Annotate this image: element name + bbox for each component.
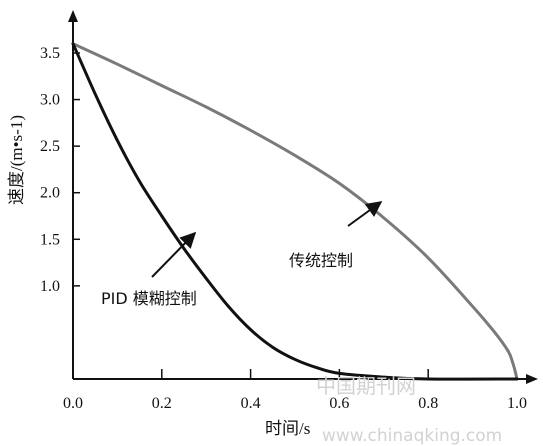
y-axis-arrow-icon [68, 10, 78, 22]
x-tick-label: 1.0 [507, 395, 527, 412]
x-axis-arrow-icon [526, 374, 538, 384]
x-tick-label: 0.4 [241, 395, 261, 412]
watermark: 中国期刊网 www.chinaqking.com [316, 374, 502, 446]
x-tick-label: 0.6 [329, 395, 349, 412]
annotation-arrow [347, 201, 383, 227]
watermark-line1: 中国期刊网 [316, 374, 416, 398]
annotations: 传统控制 PID 模糊控制 [101, 201, 383, 308]
y-tick-label: 3.5 [40, 45, 60, 62]
tick-labels: 0.0 0.2 0.4 0.6 0.8 1.0 1.0 1.5 2.0 2.5 3.0 3.5 [40, 45, 527, 412]
y-axis-title: 速度/(m•s-1) [7, 115, 26, 205]
series-layer [71, 42, 519, 381]
y-tick-label: 2.5 [40, 138, 60, 155]
annotation-arrow [151, 231, 197, 278]
series-line-pid-fuzzy [71, 42, 519, 381]
annotation-label: 传统控制 [289, 251, 353, 270]
x-tick-label: 0.0 [63, 395, 83, 412]
x-tick-label: 0.8 [418, 395, 438, 412]
y-tick-label: 1.0 [40, 278, 60, 295]
y-tick-label: 3.0 [40, 92, 60, 109]
y-tick-label: 1.5 [40, 231, 60, 248]
y-tick-label: 2.0 [40, 185, 60, 202]
series-line-traditional [71, 42, 519, 381]
watermark-line2: www.chinaqking.com [322, 426, 502, 446]
annotation-label: PID 模糊控制 [101, 289, 197, 308]
axes [68, 10, 538, 384]
x-axis-title: 时间/s [265, 419, 310, 438]
x-tick-label: 0.2 [152, 395, 172, 412]
